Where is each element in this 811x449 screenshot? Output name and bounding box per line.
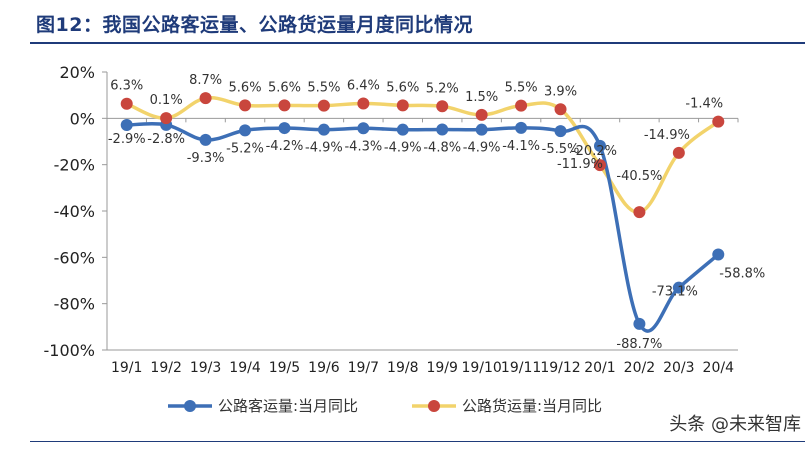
- data-point-passenger: [317, 123, 330, 136]
- data-label-passenger: -4.9%: [463, 141, 501, 156]
- data-point-freight: [396, 99, 409, 112]
- x-tick-label: 19/11: [501, 360, 541, 376]
- series-line-freight: [126, 96, 720, 214]
- watermark: 头条 @未来智库: [669, 414, 801, 435]
- legend-label-passenger: 公路客运量:当月同比: [218, 397, 358, 415]
- x-tick-label: 19/9: [426, 360, 457, 376]
- data-label-freight: 6.3%: [110, 79, 143, 94]
- x-tick-label: 20/2: [624, 360, 655, 376]
- data-point-passenger: [515, 121, 528, 134]
- data-label-passenger: -4.3%: [344, 139, 382, 154]
- data-point-passenger: [239, 124, 252, 137]
- data-point-freight: [515, 99, 528, 112]
- x-tick-label: 19/6: [308, 360, 340, 376]
- data-label-freight: -20.2%: [571, 144, 617, 159]
- legend-marker-freight: [428, 400, 440, 412]
- y-tick-label: -80%: [54, 295, 95, 314]
- x-tick-label: 19/3: [190, 360, 221, 376]
- data-label-freight: -1.4%: [685, 97, 723, 112]
- data-label-passenger: -4.9%: [384, 141, 422, 156]
- data-label-freight: 5.5%: [307, 81, 340, 96]
- data-point-passenger: [672, 281, 685, 294]
- x-tick-label: 20/4: [703, 360, 735, 376]
- data-point-freight: [160, 112, 173, 125]
- data-point-freight: [239, 99, 252, 112]
- y-tick-label: -100%: [43, 341, 95, 360]
- x-tick-label: 19/7: [348, 360, 379, 376]
- data-label-passenger: -4.1%: [502, 139, 540, 154]
- data-label-freight: 8.7%: [189, 73, 222, 88]
- x-tick-label: 20/1: [584, 360, 615, 376]
- x-tick-label: 19/2: [150, 360, 181, 376]
- data-point-freight: [436, 100, 449, 113]
- data-point-passenger: [396, 123, 409, 136]
- data-label-freight: 5.6%: [386, 80, 419, 95]
- data-point-freight: [475, 108, 488, 121]
- y-tick-label: 0%: [70, 109, 95, 128]
- data-point-passenger: [475, 123, 488, 136]
- data-label-passenger: -4.8%: [423, 140, 461, 155]
- x-tick-label: 19/1: [111, 360, 142, 376]
- y-tick-label: -60%: [54, 248, 95, 267]
- data-point-freight: [593, 159, 606, 172]
- data-point-freight: [199, 92, 212, 105]
- data-label-passenger: -9.3%: [187, 151, 225, 166]
- data-label-freight: 1.5%: [465, 90, 498, 105]
- data-label-freight: 6.4%: [347, 79, 380, 94]
- data-point-freight: [357, 97, 370, 110]
- data-point-passenger: [593, 139, 606, 152]
- data-label-passenger: -4.2%: [266, 139, 304, 154]
- data-point-passenger: [633, 317, 646, 330]
- data-point-freight: [712, 115, 725, 128]
- data-point-passenger: [554, 125, 567, 138]
- data-label-passenger: -5.2%: [226, 141, 264, 156]
- data-label-passenger: -88.7%: [616, 337, 662, 352]
- data-point-freight: [278, 99, 291, 112]
- data-point-freight: [672, 146, 685, 159]
- data-point-freight: [633, 206, 646, 219]
- data-label-freight: -14.9%: [644, 128, 690, 143]
- data-label-freight: 0.1%: [150, 93, 183, 108]
- x-tick-label: 19/12: [540, 360, 580, 376]
- data-point-freight: [120, 97, 133, 110]
- data-label-passenger: -73.1%: [652, 285, 698, 300]
- x-tick-label: 19/8: [387, 360, 418, 376]
- data-label-freight: 5.6%: [268, 80, 301, 95]
- data-label-passenger: -58.8%: [719, 267, 765, 282]
- data-point-passenger: [278, 122, 291, 135]
- data-point-freight: [317, 99, 330, 112]
- data-point-freight: [554, 103, 567, 116]
- x-tick-label: 20/3: [663, 360, 694, 376]
- data-point-passenger: [436, 123, 449, 136]
- bottom-divider: [30, 441, 805, 442]
- x-tick-label: 19/4: [229, 360, 261, 376]
- legend-label-freight: 公路货运量:当月同比: [462, 397, 602, 415]
- data-point-passenger: [357, 122, 370, 135]
- y-tick-label: 20%: [59, 63, 95, 82]
- chart-title: 图12：我国公路客运量、公路货运量月度同比情况: [36, 14, 473, 36]
- data-label-passenger: -2.9%: [108, 132, 146, 147]
- data-label-passenger: -5.5%: [542, 142, 580, 157]
- legend-marker-passenger: [184, 400, 196, 412]
- data-label-freight: -40.5%: [616, 169, 662, 184]
- data-label-passenger: -4.9%: [305, 141, 343, 156]
- x-tick-label: 19/5: [269, 360, 300, 376]
- data-point-passenger: [712, 248, 725, 261]
- data-label-passenger: -2.8%: [147, 132, 185, 147]
- data-label-passenger: -11.9%: [557, 157, 603, 172]
- x-tick-label: 19/10: [461, 360, 501, 376]
- y-tick-label: -20%: [54, 156, 95, 175]
- data-label-freight: 5.2%: [426, 81, 459, 96]
- y-tick-label: -40%: [54, 202, 95, 221]
- data-point-passenger: [199, 133, 212, 146]
- data-label-freight: 5.5%: [505, 81, 538, 96]
- data-label-freight: 5.6%: [229, 80, 262, 95]
- title-divider: [30, 42, 805, 44]
- data-point-passenger: [120, 119, 133, 132]
- data-label-freight: 3.9%: [544, 84, 577, 99]
